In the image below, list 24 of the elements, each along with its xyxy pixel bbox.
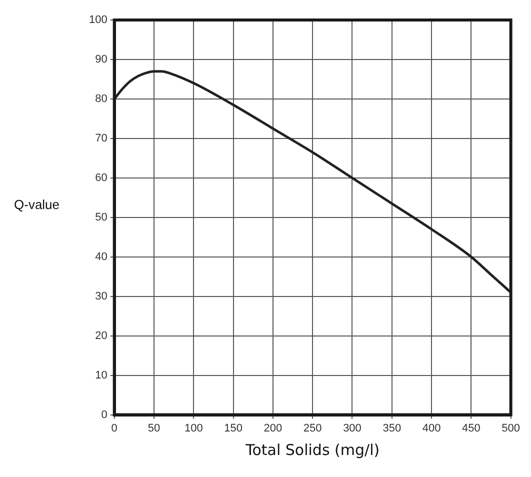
y-tick-label: 70 [95, 132, 108, 144]
x-tick-label: 300 [343, 422, 362, 434]
y-tick-label: 0 [101, 408, 108, 421]
y-tick-label: 90 [95, 54, 108, 66]
x-tick-label: 350 [382, 422, 402, 434]
y-tick-label: 20 [95, 330, 108, 342]
x-tick-label: 400 [422, 422, 441, 434]
x-tick-label: 450 [462, 422, 480, 434]
x-tick-label: 0 [111, 422, 118, 434]
y-tick-label: 50 [95, 211, 108, 224]
y-tick-label: 40 [95, 250, 108, 263]
x-axis-title: Total Solids (mg/l) [244, 440, 380, 459]
y-tick-label: 10 [95, 369, 108, 382]
y-tick-label: 80 [95, 92, 108, 105]
y-tick-label: 60 [95, 172, 108, 184]
x-tick-label: 100 [184, 422, 203, 434]
x-tick-label: 500 [502, 422, 520, 434]
x-tick-label: 150 [224, 422, 242, 434]
y-tick-label: 100 [88, 14, 108, 26]
y-tick-label: 30 [95, 290, 108, 302]
x-tick-label: 250 [303, 422, 322, 434]
x-tick-label: 200 [264, 422, 282, 434]
y-axis-title: Q-value [14, 197, 60, 212]
x-tick-label: 50 [148, 422, 160, 434]
